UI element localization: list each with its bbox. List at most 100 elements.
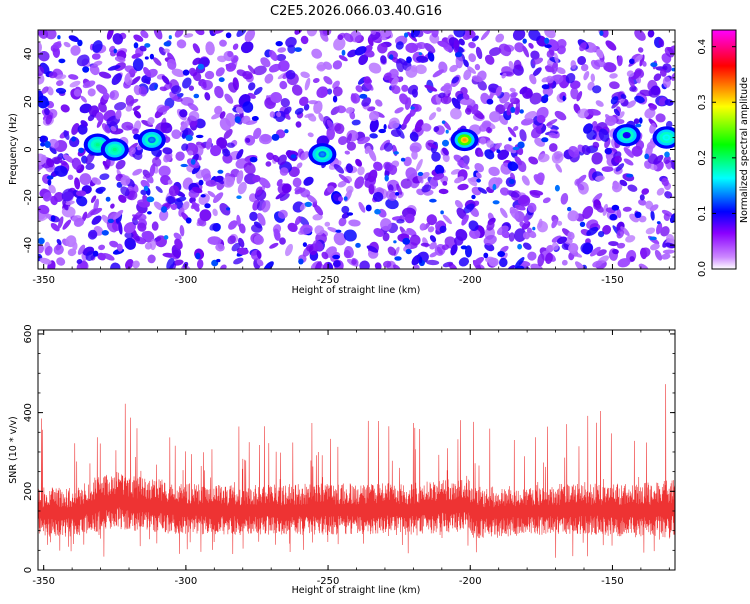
- spectrogram-cell: [473, 256, 485, 266]
- spectrogram-cell: [608, 241, 619, 247]
- spectrogram-cell: [166, 257, 175, 269]
- spectrogram-cell: [450, 244, 458, 256]
- spectrogram-cell: [95, 112, 104, 122]
- spectrogram-cell: [605, 40, 617, 51]
- spectrogram-cell: [154, 83, 158, 90]
- spectrogram-cell: [366, 245, 379, 253]
- spectrogram-cell: [346, 133, 352, 144]
- spectrogram-cell: [256, 259, 264, 267]
- spectrogram-cell: [486, 126, 491, 133]
- spectrogram-cell: [528, 156, 539, 165]
- spectrogram-cell: [327, 226, 338, 233]
- spectrogram-cell: [365, 204, 372, 212]
- spectrogram-cell: [445, 129, 449, 134]
- spectrogram-cell: [132, 168, 143, 176]
- spectrogram-cell: [67, 174, 74, 181]
- spectrogram-cell: [132, 128, 139, 135]
- spectrogram-cell: [554, 110, 567, 121]
- spectrogram-cell: [279, 193, 290, 202]
- spectrogram-cell: [508, 178, 515, 185]
- spectrogram-cell: [509, 87, 516, 93]
- spectrogram-cell: [492, 183, 497, 191]
- spectrogram-cell: [614, 155, 622, 164]
- spectrogram-cell: [562, 95, 566, 102]
- spectrogram-cell: [368, 62, 382, 74]
- spectrogram-cell: [488, 166, 500, 177]
- spectrogram-cell: [629, 256, 635, 262]
- spectrogram-cell: [326, 119, 335, 131]
- spectrogram-cell: [120, 175, 131, 186]
- spectrogram-cell: [303, 176, 314, 186]
- spectrogram-cell: [427, 226, 435, 233]
- spectrogram-cell: [334, 123, 345, 134]
- spectrogram-cell: [275, 41, 283, 47]
- spectrogram-cell: [279, 237, 286, 245]
- spectrogram-cell: [389, 54, 394, 60]
- spectrogram-cell: [544, 44, 552, 49]
- spectrogram-cell: [429, 251, 438, 258]
- spectrogram-cell: [212, 192, 224, 203]
- spectrogram-cell: [62, 219, 72, 230]
- spectrogram-cell: [163, 48, 170, 53]
- spectrogram-cell: [333, 260, 341, 268]
- spectrogram-cell: [341, 205, 350, 214]
- spectrogram-cell: [143, 185, 149, 191]
- spectrogram-cell: [576, 91, 583, 102]
- spectrogram-cell: [163, 235, 169, 240]
- spectrogram-cell: [514, 106, 521, 115]
- spectrogram-cell: [488, 257, 499, 267]
- spectrogram-cell: [253, 234, 264, 245]
- spectrogram-cell: [87, 114, 95, 122]
- spectrogram-cell: [383, 72, 392, 81]
- spectrogram-cell: [541, 76, 551, 83]
- spectrogram-cell: [416, 41, 427, 50]
- spectrogram-cell: [196, 259, 204, 269]
- spectrogram-cell: [477, 149, 484, 157]
- spectrogram-cell: [671, 72, 675, 81]
- spectrogram-cell: [388, 117, 400, 129]
- spectrogram-cell: [367, 169, 378, 183]
- spectrogram-cell: [609, 73, 618, 79]
- spectrogram-cell: [442, 180, 448, 186]
- spectrogram-cell: [270, 91, 283, 104]
- spectrogram-cell: [48, 71, 58, 79]
- spectrogram-cell: [198, 179, 204, 186]
- spectrogram-hotspot: [462, 138, 467, 142]
- spectrogram-cell: [89, 64, 100, 76]
- spectrogram-cell: [200, 194, 206, 198]
- spectrogram-cell: [90, 195, 97, 203]
- spectrogram-cell: [442, 139, 449, 147]
- spectrogram-cell: [207, 236, 222, 246]
- spectrogram-cell: [98, 244, 106, 251]
- spectrogram-cell: [38, 244, 45, 254]
- spectrogram-cell: [602, 224, 612, 235]
- spectrogram-cell: [522, 242, 532, 250]
- spectrogram-cell: [453, 30, 466, 38]
- spectrogram-cell: [179, 109, 188, 118]
- spectrogram-cell: [383, 124, 387, 130]
- spectrogram-cell: [669, 159, 675, 170]
- spectrogram-cell: [433, 126, 440, 133]
- spectrogram-cell: [91, 53, 101, 60]
- spectrogram-cell: [519, 221, 528, 229]
- spectrogram-cell: [436, 107, 442, 112]
- spectrogram-x-label: Height of straight line (km): [292, 285, 421, 296]
- spectrogram-cell: [140, 30, 149, 39]
- spectrogram-cell: [80, 120, 88, 127]
- spectrogram-cell: [298, 216, 310, 227]
- spectrogram-cell: [141, 231, 151, 240]
- spectrogram-cell: [249, 156, 258, 163]
- spectrogram-cell: [382, 232, 390, 242]
- spectrogram-cell: [56, 238, 62, 246]
- spectrogram-cell: [592, 141, 600, 149]
- spectrogram-cell: [71, 157, 82, 170]
- spectrogram-cell: [348, 219, 361, 227]
- spectrogram-cell: [469, 228, 481, 239]
- spectrogram-cell: [357, 136, 371, 145]
- spectrogram-cell: [248, 193, 257, 203]
- spectrogram-cell: [433, 173, 445, 181]
- spectrogram-cell: [368, 184, 375, 195]
- spectrogram-cell: [192, 57, 201, 66]
- spectrogram-cell: [255, 186, 263, 196]
- spectrogram-cell: [580, 242, 594, 254]
